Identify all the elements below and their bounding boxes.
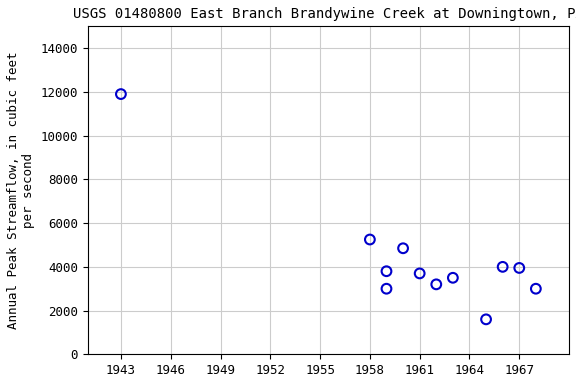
Title: USGS 01480800 East Branch Brandywine Creek at Downingtown, PA: USGS 01480800 East Branch Brandywine Cre…: [73, 7, 576, 21]
Point: [448, 275, 457, 281]
Point: [365, 237, 374, 243]
Point: [431, 281, 441, 287]
Point: [399, 245, 408, 252]
Point: [482, 316, 491, 323]
Point: [382, 268, 391, 274]
Point: [498, 264, 507, 270]
Point: [415, 270, 425, 276]
Point: [531, 286, 540, 292]
Y-axis label: Annual Peak Streamflow, in cubic feet
per second: Annual Peak Streamflow, in cubic feet pe…: [7, 51, 35, 329]
Point: [382, 286, 391, 292]
Point: [514, 265, 524, 271]
Point: [116, 91, 126, 97]
